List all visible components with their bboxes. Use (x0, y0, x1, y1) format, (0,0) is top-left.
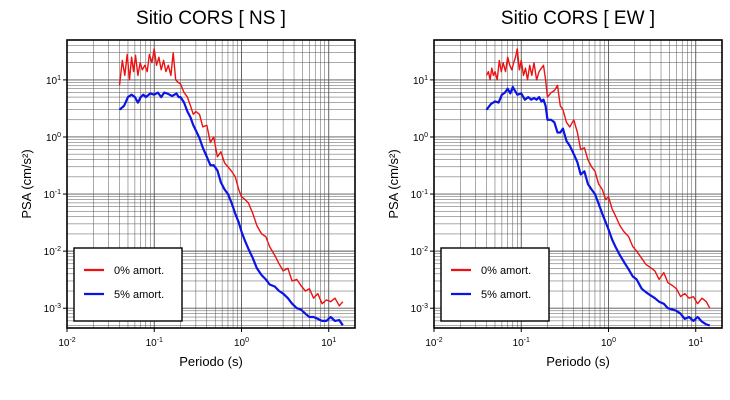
y-tick-label: 100 (413, 132, 428, 144)
series-line-5pct (118, 91, 344, 327)
legend-label: 5% amort. (481, 289, 531, 301)
series-line-0pct (485, 48, 711, 309)
y-tick-label: 10-1 (411, 189, 428, 201)
x-tick-label: 100 (601, 337, 616, 349)
y-tick-label: 101 (46, 75, 61, 87)
x-tick-label: 10-1 (146, 337, 163, 349)
y-tick-label: 10-3 (44, 303, 61, 315)
chart-title: Sitio CORS [ NS ] (136, 8, 286, 29)
x-tick-label: 10-1 (513, 337, 530, 349)
plot-frame (433, 39, 723, 329)
legend-label: 0% amort. (481, 265, 531, 277)
series-line-0pct (118, 48, 344, 307)
y-tick-label: 10-2 (44, 246, 61, 258)
legend-box (440, 247, 550, 322)
x-tick-label: 100 (234, 337, 249, 349)
y-axis-label: PSA (cm/s²) (386, 149, 401, 218)
chart-title: Sitio CORS [ EW ] (501, 8, 655, 29)
legend-label: 0% amort. (114, 265, 164, 277)
legend-box (73, 247, 183, 322)
x-axis-label: Periodo (s) (546, 354, 610, 369)
legend: 0% amort. 5% amort. (440, 247, 550, 322)
x-tick-label: 101 (688, 337, 703, 349)
x-tick-label: 101 (321, 337, 336, 349)
y-tick-label: 10-1 (44, 189, 61, 201)
y-axis-label: PSA (cm/s²) (19, 149, 34, 218)
y-tick-label: 10-3 (411, 303, 428, 315)
legend-label: 5% amort. (114, 289, 164, 301)
chart-panel-ns: 10-2 10-1 100 101 10-3 10-2 10-1 100 101 Sitio CO… (19, 8, 356, 369)
y-tick-label: 10-2 (411, 246, 428, 258)
chart-panel-ew: 10-2 10-1 100 101 10-3 10-2 10-1 100 101 Sitio CO… (386, 8, 723, 369)
x-tick-label: 10-2 (58, 337, 75, 349)
x-axis-label: Periodo (s) (179, 354, 243, 369)
x-tick-label: 10-2 (425, 337, 442, 349)
series-line-5pct (485, 85, 711, 327)
y-tick-label: 101 (413, 75, 428, 87)
legend: 0% amort. 5% amort. (73, 247, 183, 322)
y-tick-label: 100 (46, 132, 61, 144)
plot-frame (66, 39, 356, 329)
